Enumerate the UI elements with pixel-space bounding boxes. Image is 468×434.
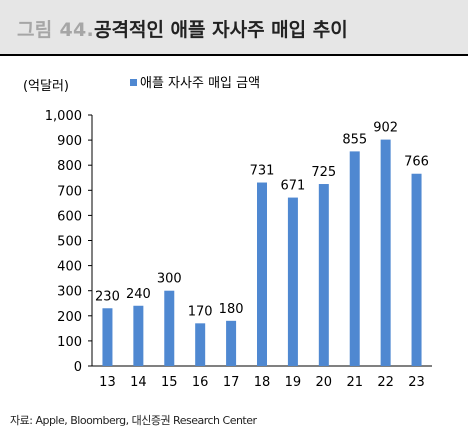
x-tick-label: 17 — [223, 375, 240, 390]
bar — [411, 173, 422, 366]
data-label: 300 — [157, 272, 182, 287]
bar — [164, 290, 175, 366]
x-tick-labels: 13 14 15 16 17 18 19 20 21 22 23 — [99, 375, 425, 390]
bar — [287, 197, 298, 366]
data-label: 855 — [342, 132, 367, 147]
bar — [195, 323, 206, 366]
bar — [257, 182, 267, 366]
x-tick-label: 14 — [130, 375, 147, 390]
y-axis-unit-label: (억달러) — [23, 79, 69, 94]
bar — [349, 151, 360, 366]
y-tick-label: 800 — [57, 159, 82, 174]
y-tick-labels: 0 100 200 300 400 500 600 700 800 900 1,000 — [45, 109, 82, 375]
y-tick-label: 900 — [57, 134, 82, 149]
data-labels: 230 240 300 170 180 731 671 725 855 902 766 — [95, 121, 429, 320]
legend-label: 애플 자사주 매입 금액 — [140, 76, 260, 91]
data-label: 731 — [250, 164, 275, 179]
x-tick-label: 20 — [316, 375, 333, 390]
bar — [102, 308, 113, 366]
y-tick-label: 500 — [57, 235, 82, 250]
figure-title: 공격적인 애플 자사주 매입 추이 — [94, 19, 348, 41]
data-label: 230 — [95, 289, 120, 304]
data-label: 240 — [126, 287, 151, 302]
x-tick-label: 22 — [377, 375, 394, 390]
legend: 애플 자사주 매입 금액 — [130, 76, 260, 91]
bar — [133, 305, 144, 366]
bar — [318, 184, 329, 366]
legend-swatch — [130, 79, 137, 86]
y-tick-label: 300 — [57, 285, 82, 300]
figure-header: 그림 44. 공격적인 애플 자사주 매입 추이 — [0, 0, 468, 56]
data-label: 766 — [404, 155, 429, 170]
source-note: 자료: Apple, Bloomberg, 대신증권 Research Cent… — [10, 414, 257, 427]
x-tick-label: 13 — [99, 375, 116, 390]
data-label: 671 — [280, 179, 305, 194]
bar — [226, 320, 237, 366]
bars — [102, 139, 422, 366]
y-tick-label: 0 — [74, 360, 82, 375]
y-tick-label: 400 — [57, 260, 82, 275]
x-tick-label: 21 — [346, 375, 363, 390]
bar-chart: (억달러) 애플 자사주 매입 금액 0 100 200 300 400 500 600 70… — [23, 76, 432, 390]
x-tick-label: 18 — [254, 375, 271, 390]
x-tick-label: 16 — [192, 375, 209, 390]
x-tick-label: 15 — [161, 375, 178, 390]
bar — [380, 139, 391, 366]
x-tick-label: 23 — [408, 375, 425, 390]
x-tick-label: 19 — [285, 375, 302, 390]
data-label: 902 — [373, 121, 398, 136]
y-tick-label: 700 — [57, 184, 82, 199]
data-label: 725 — [311, 165, 336, 180]
y-tick-label: 100 — [57, 335, 82, 350]
y-tick-label: 1,000 — [45, 109, 82, 124]
y-tick-label: 600 — [57, 209, 82, 224]
data-label: 180 — [219, 302, 244, 317]
header-rule — [0, 54, 468, 56]
figure-label: 그림 44. — [17, 19, 95, 41]
data-label: 170 — [188, 304, 213, 319]
y-tick-label: 200 — [57, 310, 82, 325]
